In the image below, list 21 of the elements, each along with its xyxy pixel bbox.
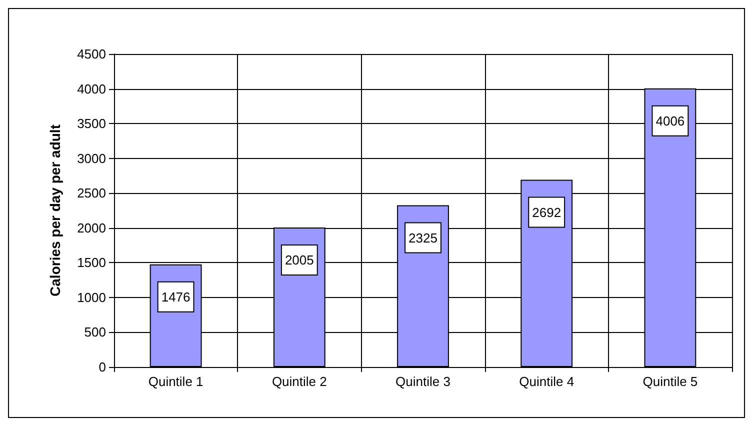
x-tick-label: Quintile 1: [148, 374, 204, 389]
y-tick-label: 1500: [77, 255, 106, 270]
y-tick-label: 2000: [77, 220, 106, 236]
y-tick-label: 4000: [77, 81, 106, 96]
y-tick-label: 2500: [77, 186, 106, 201]
x-tick-label: Quintile 3: [396, 374, 450, 389]
y-tick-label: 1000: [77, 290, 106, 305]
x-tick-label: Quintile 2: [272, 374, 327, 389]
data-label: 2005: [284, 252, 314, 268]
x-tick-label: Quintile 4: [519, 374, 574, 389]
y-tick-label: 4500: [77, 46, 106, 62]
y-axis-title: Calories per day per adult: [47, 124, 63, 296]
data-label: 2692: [532, 204, 562, 220]
data-label: 1476: [161, 289, 190, 304]
x-tick-label: Quintile 5: [642, 374, 698, 389]
data-label: 2325: [408, 230, 438, 246]
y-tick-label: 3500: [77, 116, 106, 132]
data-label: 4006: [656, 113, 685, 128]
y-tick-label: 0: [98, 360, 106, 374]
y-tick-label: 500: [84, 324, 106, 340]
y-tick-label: 3000: [77, 150, 106, 166]
